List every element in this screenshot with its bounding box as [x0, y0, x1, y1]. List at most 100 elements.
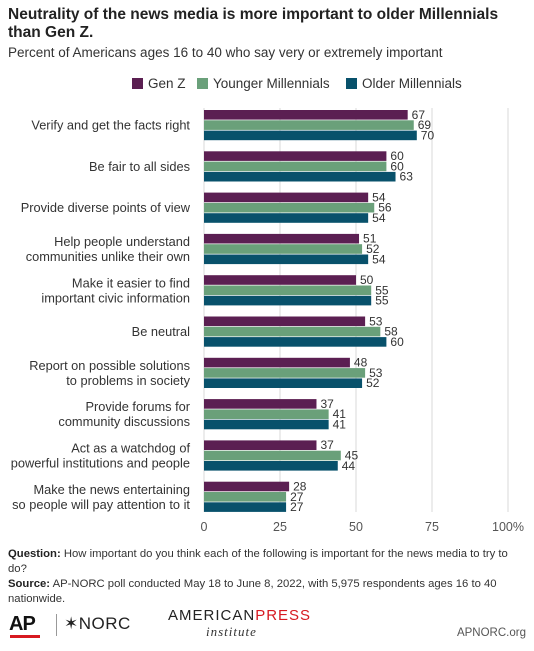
bar	[204, 254, 369, 265]
bar	[204, 440, 317, 450]
legend-label-older-millennials: Older Millennials	[362, 76, 462, 91]
data-label: 54	[372, 252, 386, 266]
bar	[204, 275, 356, 285]
bar	[204, 192, 369, 203]
bar	[204, 492, 287, 502]
data-label: 51	[363, 232, 377, 246]
legend-label-gen-z: Gen Z	[148, 76, 186, 91]
american-press-institute-logo: AMERICANPRESS institute	[168, 607, 312, 639]
legend-swatch-gen-z	[132, 78, 143, 89]
bar	[204, 409, 329, 419]
data-label: 70	[421, 128, 435, 142]
api-logo-press: PRESS	[255, 607, 312, 624]
data-label: 54	[372, 190, 386, 204]
bar	[204, 378, 363, 388]
data-label: 53	[369, 314, 383, 328]
data-label: 60	[390, 335, 404, 349]
category-label: to problems in society	[66, 373, 190, 388]
legend-item-younger-millennials: Younger Millennials	[197, 75, 330, 93]
category-label: community discussions	[58, 414, 190, 429]
legend: Gen Z Younger Millennials Older Millenni…	[0, 75, 534, 93]
data-label: 53	[369, 366, 383, 380]
bar	[204, 481, 290, 492]
data-label: 45	[345, 449, 359, 463]
category-label: so people will pay attention to it	[12, 497, 190, 512]
chart-subtitle: Percent of Americans ages 16 to 40 who s…	[8, 45, 443, 60]
api-logo-wordmark: AMERICANPRESS	[168, 607, 312, 624]
legend-item-older-millennials: Older Millennials	[346, 75, 462, 93]
ap-logo: AP	[9, 612, 43, 638]
source-text: AP-NORC poll conducted May 18 to June 8,…	[8, 578, 497, 605]
category-label: important civic information	[41, 290, 190, 305]
bar-chart: 0 25 50 75 100% Verify and get the facts righ…	[11, 108, 524, 534]
data-label: 52	[366, 376, 380, 390]
category-label: Verify and get the facts right	[31, 118, 190, 133]
bar	[204, 171, 396, 182]
source-label: Source:	[8, 578, 51, 590]
category-label: Be neutral	[132, 324, 190, 339]
data-label: 27	[290, 500, 304, 514]
bar	[204, 419, 329, 430]
data-label: 55	[375, 294, 389, 308]
category-label: Help people understand	[54, 234, 190, 249]
norc-logo: ✶NORC	[64, 614, 131, 633]
data-label: 58	[384, 325, 398, 339]
data-label: 50	[360, 273, 374, 287]
api-logo-institute: institute	[206, 624, 257, 639]
x-tick-label: 100%	[492, 520, 524, 534]
data-label: 55	[375, 283, 389, 297]
data-label: 56	[378, 201, 392, 215]
category-label: Provide diverse points of view	[21, 200, 191, 215]
bar	[204, 285, 372, 296]
legend-swatch-older-millennials	[346, 78, 357, 89]
legend-swatch-younger-millennials	[197, 78, 208, 89]
bar	[204, 368, 366, 378]
category-label: Be fair to all sides	[89, 159, 190, 174]
data-label: 37	[320, 397, 334, 411]
bar	[204, 110, 408, 120]
category-label: Report on possible solutions	[29, 358, 190, 373]
data-label: 37	[320, 438, 334, 452]
data-label: 69	[418, 118, 432, 132]
data-label: 27	[290, 490, 304, 504]
data-label: 28	[293, 480, 307, 494]
question-text: How important do you think each of the f…	[8, 548, 508, 575]
bar	[204, 337, 387, 347]
bar	[204, 161, 387, 172]
bar	[204, 295, 372, 306]
bar	[204, 450, 341, 461]
bar	[204, 213, 369, 223]
logo-divider	[56, 614, 57, 636]
data-label: 44	[342, 459, 356, 473]
bar	[204, 202, 375, 213]
bar	[204, 399, 317, 409]
footnote: Question: How important do you think eac…	[8, 547, 526, 607]
x-tick-label: 50	[349, 520, 363, 534]
bar	[204, 326, 381, 337]
category-label: Make it easier to find	[72, 275, 190, 290]
data-label: 54	[372, 211, 386, 225]
x-tick-label: 0	[201, 520, 208, 534]
bar	[204, 151, 387, 161]
x-tick-label: 25	[273, 520, 287, 534]
data-label: 52	[366, 242, 380, 256]
bar	[204, 357, 350, 368]
bar	[204, 316, 366, 327]
bar	[204, 244, 363, 254]
question-note: Question: How important do you think eac…	[8, 547, 526, 577]
bar	[204, 502, 287, 512]
source-note: Source: AP-NORC poll conducted May 18 to…	[8, 577, 526, 607]
api-logo-american: AMERICAN	[168, 607, 256, 624]
category-label: Act as a watchdog of	[71, 441, 190, 456]
legend-label-younger-millennials: Younger Millennials	[213, 76, 330, 91]
site-url: APNORC.org	[456, 627, 526, 639]
question-label: Question:	[8, 548, 61, 560]
data-label: 48	[354, 356, 368, 370]
x-tick-label: 75	[425, 520, 439, 534]
data-label: 63	[400, 170, 414, 184]
data-label: 60	[390, 149, 404, 163]
legend-item-gen-z: Gen Z	[132, 75, 186, 93]
data-label: 67	[412, 108, 426, 122]
bar	[204, 461, 338, 471]
data-label: 41	[333, 407, 347, 421]
